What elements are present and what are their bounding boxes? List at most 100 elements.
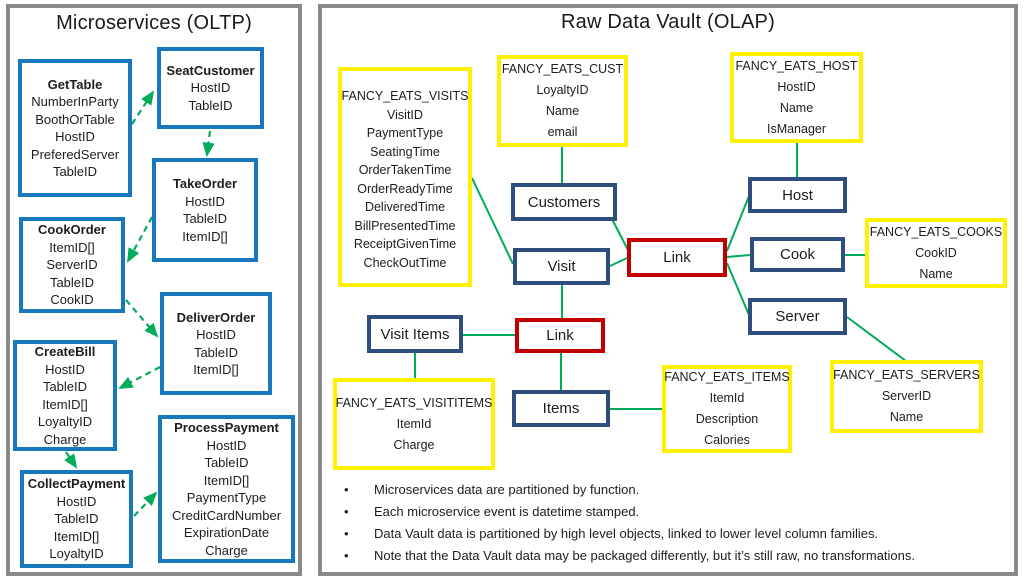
node-field: ServerID <box>46 257 98 273</box>
microservice-takeorder: TakeOrder HostID TableID ItemID[] <box>152 158 258 262</box>
node-field: TableID <box>42 379 88 394</box>
table-title: FANCY_EATS_CUST <box>501 62 624 76</box>
data-vault-panel-title: Raw Data Vault (OLAP) <box>561 11 775 33</box>
node-field: PreferedServer <box>30 146 120 162</box>
node-title: SeatCustomer <box>166 62 255 78</box>
node-field: TableID <box>204 455 249 470</box>
entity-host: Host <box>748 177 847 213</box>
node-field: ExpirationDate <box>183 525 270 540</box>
microservice-collectpayment: CollectPayment HostID TableID ItemID[] L… <box>20 470 133 568</box>
table-field: email <box>547 125 578 139</box>
entity-visit: Visit <box>513 248 610 285</box>
table-title: FANCY_EATS_ITEMS <box>664 370 790 384</box>
entity-label: Host <box>782 186 813 204</box>
table-field: ServerID <box>881 389 932 403</box>
node-field: NumberInParty <box>31 94 119 109</box>
note-item: Data Vault data is partitioned by high l… <box>342 523 1014 545</box>
table-fancy-eats-servers: FANCY_EATS_SERVERS ServerID Name <box>830 360 983 433</box>
entity-cook: Cook <box>750 237 845 272</box>
table-field: Name <box>889 410 924 424</box>
table-field: ItemId <box>396 416 432 431</box>
notes-list: Microservices data are partitioned by fu… <box>342 479 1014 567</box>
entity-label: Visit <box>547 258 576 275</box>
node-field: TableID <box>193 344 239 360</box>
table-field: CheckOutTime <box>363 255 447 270</box>
note-item: Microservices data are partitioned by fu… <box>342 479 1014 501</box>
entity-label: Items <box>542 400 580 417</box>
table-field: ItemId <box>709 391 745 405</box>
table-field: LoyaltyID <box>536 83 589 97</box>
entity-server: Server <box>748 298 847 335</box>
node-field: ItemID[] <box>53 528 100 544</box>
table-field: DeliveredTime <box>364 200 446 214</box>
table-field: HostID <box>777 79 816 94</box>
entity-visit-items: Visit Items <box>367 315 463 353</box>
node-title: TakeOrder <box>172 176 238 191</box>
note-item: Note that the Data Vault data may be pac… <box>342 545 1014 567</box>
node-field: HostID <box>206 437 247 453</box>
entity-label: Cook <box>779 246 816 263</box>
node-field: TableID <box>49 274 95 290</box>
node-field: HostID <box>190 80 231 96</box>
table-field: OrderTakenTime <box>358 163 452 177</box>
link-box-lower: Link <box>515 318 605 353</box>
table-field: SeatingTime <box>370 144 440 159</box>
table-title: FANCY_EATS_COOKS <box>869 224 1003 239</box>
node-field: ItemID[] <box>42 396 88 412</box>
node-field: CreditCardNumber <box>171 507 282 523</box>
entity-label: Server <box>775 308 820 325</box>
table-title: FANCY_EATS_VISITS <box>341 89 469 103</box>
node-field: HostID <box>185 193 225 209</box>
table-fancy-eats-items: FANCY_EATS_ITEMS ItemId Description Calo… <box>662 365 792 453</box>
table-field: BillPresentedTime <box>354 218 456 233</box>
table-field: CookID <box>915 245 957 260</box>
node-title: ProcessPayment <box>174 420 279 435</box>
node-field: PaymentType <box>186 490 267 505</box>
table-field: Calories <box>704 433 750 447</box>
microservice-deliverorder: DeliverOrder HostID TableID ItemID[] <box>160 292 272 395</box>
node-field: Charge <box>205 542 248 558</box>
node-field: LoyaltyID <box>49 546 104 562</box>
node-field: CookID <box>50 292 94 308</box>
table-field: OrderReadyTime <box>357 181 453 196</box>
table-fancy-eats-cust: FANCY_EATS_CUST LoyaltyID Name email <box>497 55 628 147</box>
node-field: TableID <box>182 211 228 226</box>
table-field: ReceiptGivenTime <box>353 237 457 251</box>
node-title: CreateBill <box>34 344 96 359</box>
node-field: TableID <box>54 511 99 527</box>
table-field: PaymentType <box>366 126 444 140</box>
link-label: Link <box>546 327 574 344</box>
note-item: Each microservice event is datetime stam… <box>342 501 1014 523</box>
table-field: Name <box>919 266 953 281</box>
entity-label: Customers <box>527 193 601 211</box>
microservice-cookorder: CookOrder ItemID[] ServerID TableID Cook… <box>19 217 125 313</box>
node-field: ItemID[] <box>182 228 228 244</box>
entity-customers: Customers <box>511 183 617 221</box>
node-title: CollectPayment <box>27 476 126 492</box>
node-field: BoothOrTable <box>35 111 115 127</box>
node-title: CookOrder <box>38 222 106 238</box>
table-fancy-eats-cooks: FANCY_EATS_COOKS CookID Name <box>865 218 1007 288</box>
microservices-panel-title: Microservices (OLTP) <box>56 12 252 34</box>
node-field: HostID <box>45 361 85 377</box>
node-field: HostID <box>55 129 95 144</box>
entity-items: Items <box>512 390 610 427</box>
microservice-processpayment: ProcessPayment HostID TableID ItemID[] P… <box>158 415 295 563</box>
node-field: TableID <box>52 164 98 179</box>
node-field: ItemID[] <box>203 472 250 488</box>
node-title: GetTable <box>47 76 103 92</box>
table-field: IsManager <box>766 121 827 136</box>
node-field: HostID <box>196 327 236 342</box>
microservice-createbill: CreateBill HostID TableID ItemID[] Loyal… <box>13 340 117 451</box>
table-fancy-eats-visits: FANCY_EATS_VISITS VisitID PaymentType Se… <box>338 67 472 287</box>
node-field: HostID <box>56 493 97 509</box>
table-field: VisitID <box>387 107 423 122</box>
table-fancy-eats-visititems: FANCY_EATS_VISITITEMS ItemId Charge <box>333 378 495 470</box>
table-title: FANCY_EATS_HOST <box>735 58 858 73</box>
table-fancy-eats-host: FANCY_EATS_HOST HostID Name IsManager <box>730 52 863 143</box>
microservice-gettable: GetTable NumberInParty BoothOrTable Host… <box>18 59 132 197</box>
microservice-seatcustomer: SeatCustomer HostID TableID <box>157 47 264 129</box>
table-title: FANCY_EATS_VISITITEMS <box>335 395 493 410</box>
link-label: Link <box>663 249 691 266</box>
table-field: Charge <box>393 437 435 452</box>
